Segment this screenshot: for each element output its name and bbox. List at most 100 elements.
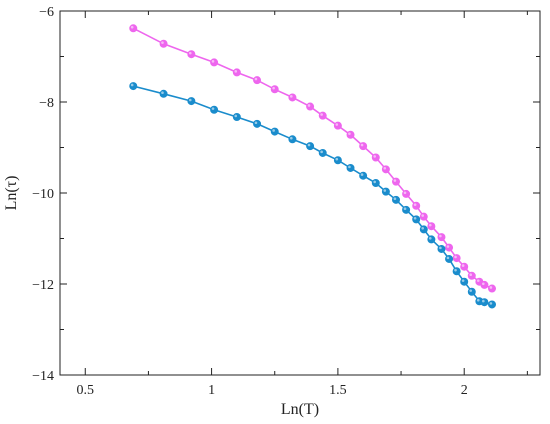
point-highlight — [130, 83, 134, 87]
point-marker — [381, 187, 390, 196]
point-highlight — [254, 121, 258, 125]
point-marker — [333, 121, 342, 130]
point-marker — [129, 82, 138, 91]
point-marker — [452, 267, 461, 276]
point-marker — [253, 76, 262, 85]
point-highlight — [439, 246, 442, 250]
point-marker — [460, 262, 469, 271]
point-highlight — [489, 302, 493, 305]
series-1-point — [187, 50, 196, 59]
point-marker — [391, 177, 400, 186]
series-2-point — [288, 135, 297, 144]
point-highlight — [439, 234, 442, 238]
point-highlight — [393, 179, 397, 182]
point-highlight — [254, 77, 258, 81]
point-highlight — [373, 155, 376, 158]
series-1-line — [132, 27, 493, 290]
series-1-point — [359, 142, 368, 151]
point-marker — [187, 50, 196, 59]
series-2-point — [270, 127, 279, 136]
point-marker — [445, 243, 454, 252]
point-highlight — [469, 273, 472, 277]
point-marker — [359, 142, 368, 151]
series-2-point — [129, 82, 138, 91]
fit-lines — [132, 27, 493, 306]
series-1-point — [129, 24, 138, 33]
point-highlight — [348, 132, 351, 135]
point-highlight — [482, 299, 485, 303]
series-1-point — [452, 254, 461, 263]
series-1-point — [306, 102, 315, 111]
point-highlight — [161, 91, 164, 95]
y-tick-label: −6 — [39, 5, 54, 20]
point-marker — [306, 102, 315, 111]
point-marker — [427, 235, 436, 244]
series-1-point — [159, 39, 168, 48]
point-highlight — [421, 227, 424, 230]
series-2-point — [487, 300, 496, 309]
series-1-point — [210, 58, 219, 67]
point-highlight — [348, 165, 351, 169]
series-2-point — [427, 235, 436, 244]
series-2-point — [452, 267, 461, 276]
point-highlight — [234, 70, 238, 73]
point-marker — [427, 222, 436, 231]
point-marker — [467, 271, 476, 280]
point-marker — [412, 201, 421, 210]
point-highlight — [383, 166, 387, 170]
point-marker — [381, 165, 390, 174]
point-marker — [253, 119, 262, 128]
point-marker — [333, 156, 342, 165]
point-highlight — [234, 114, 238, 118]
series-2-point — [187, 97, 196, 106]
point-marker — [480, 280, 489, 289]
point-marker — [419, 212, 428, 221]
point-highlight — [454, 268, 457, 272]
series-2-point — [467, 287, 476, 296]
series-2-point — [253, 119, 262, 128]
series-1-point — [437, 233, 446, 242]
series-2-point — [346, 163, 355, 172]
point-marker — [371, 178, 380, 187]
point-highlight — [428, 237, 432, 240]
point-highlight — [373, 180, 376, 184]
point-highlight — [335, 123, 339, 126]
point-marker — [232, 68, 241, 77]
point-highlight — [360, 143, 364, 147]
series-1-point — [487, 284, 496, 293]
series-2-point — [460, 277, 469, 286]
x-tick-label: 0.5 — [77, 383, 95, 398]
series-2-point — [210, 105, 219, 114]
point-highlight — [335, 157, 339, 161]
point-highlight — [461, 264, 465, 267]
series-1-point — [412, 201, 421, 210]
series-2-point — [318, 148, 327, 157]
plot-frame — [59, 10, 541, 376]
series-2-point — [232, 113, 241, 122]
series-2-point — [480, 298, 489, 307]
point-highlight — [130, 25, 134, 29]
point-highlight — [290, 136, 293, 140]
point-highlight — [469, 289, 472, 292]
point-marker — [371, 153, 380, 162]
point-highlight — [476, 298, 480, 302]
series-2-point — [381, 187, 390, 196]
y-axis-title: Ln(τ) — [3, 176, 20, 211]
series-2-point — [437, 244, 446, 253]
point-highlight — [272, 129, 275, 132]
point-highlight — [421, 214, 424, 217]
point-highlight — [290, 95, 293, 98]
series-1-point — [467, 271, 476, 280]
series-2-point — [445, 254, 454, 263]
point-marker — [306, 142, 315, 151]
point-highlight — [461, 279, 465, 282]
point-marker — [402, 189, 411, 198]
point-highlight — [188, 98, 192, 102]
point-highlight — [403, 207, 407, 211]
point-marker — [232, 113, 241, 122]
series-1-point — [288, 93, 297, 102]
series-1-point — [318, 111, 327, 120]
x-tick-label: 1 — [208, 383, 215, 398]
series-1-point — [232, 68, 241, 77]
point-highlight — [489, 286, 493, 289]
